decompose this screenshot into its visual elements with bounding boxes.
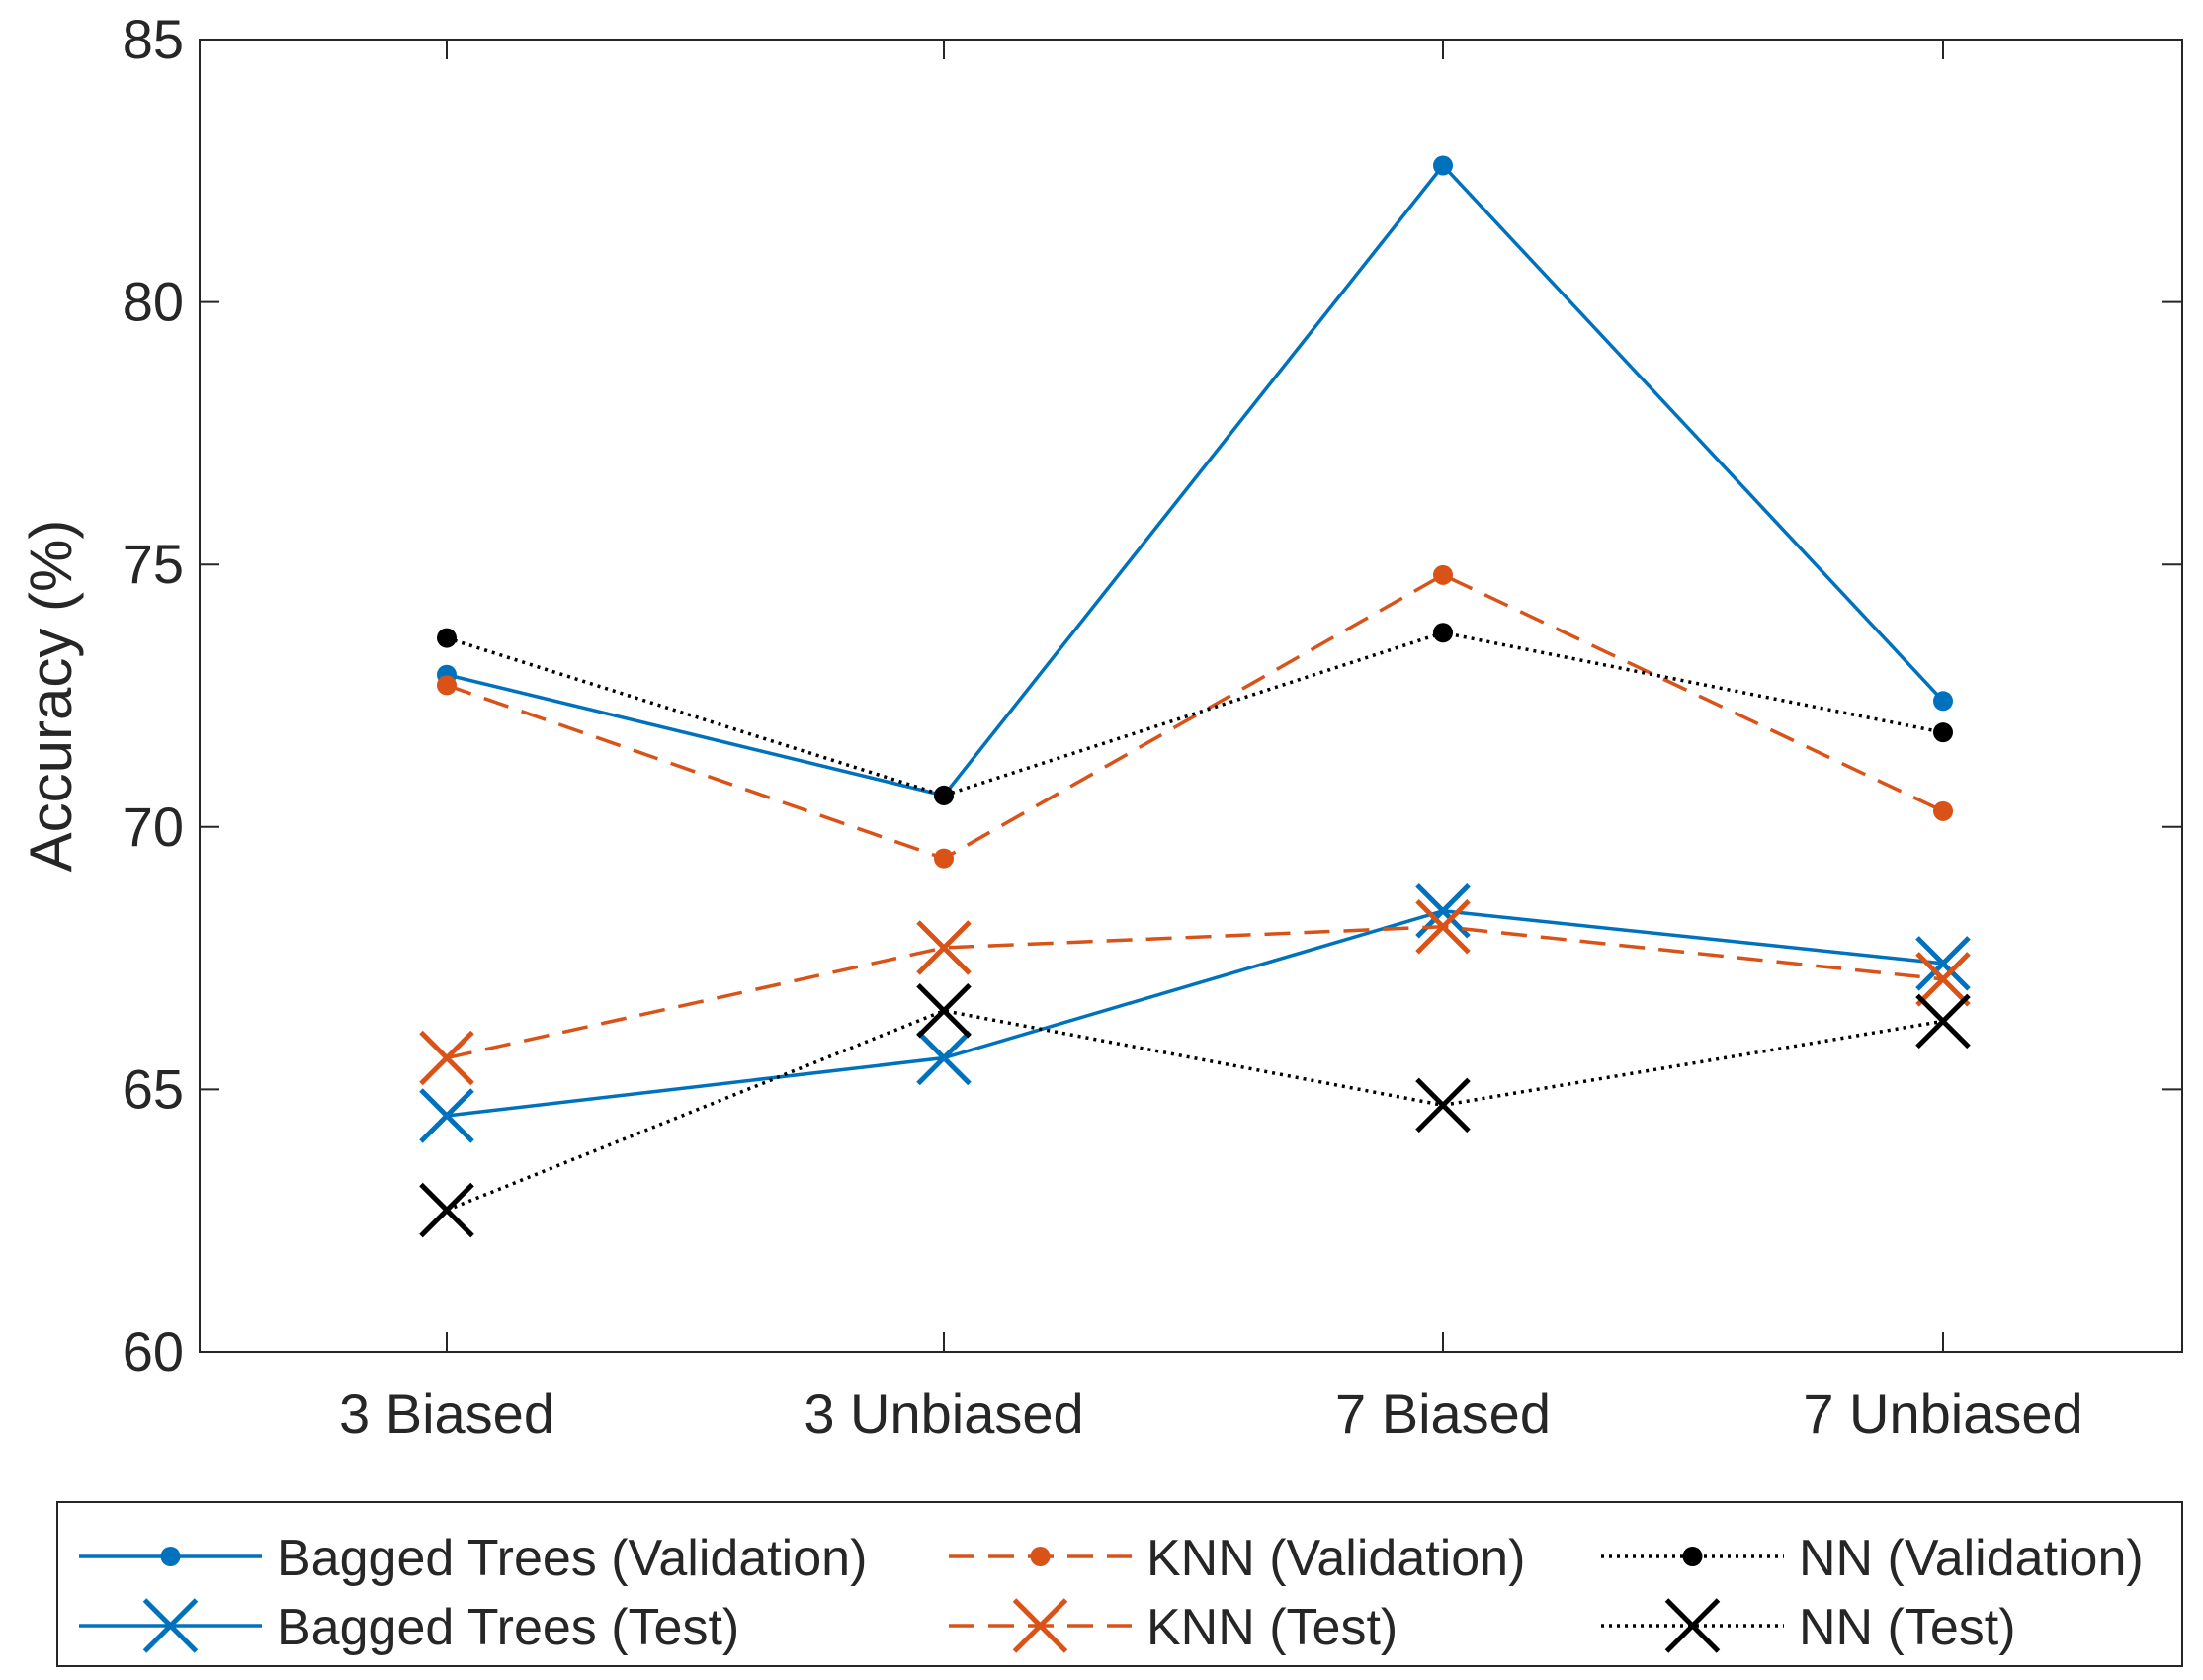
data-point-bagged-trees-test-7-unbiased <box>1915 936 1971 991</box>
data-point-knn-test-3-biased-stroke-b <box>419 1030 474 1086</box>
data-point-knn-test-7-unbiased <box>1915 952 1971 1007</box>
series-line-knn-test <box>446 924 1944 1060</box>
legend-item-bagged-trees-test: Bagged Trees (Test) <box>79 1598 739 1656</box>
data-point-bagged-trees-test-3-biased <box>419 1088 474 1143</box>
data-point-bagged-trees-test-3-biased-stroke-b <box>419 1088 474 1143</box>
x-tick-label: 7 Biased <box>1335 1383 1551 1445</box>
series-knn-validation <box>437 564 1953 869</box>
data-point-nn-test-7-unbiased <box>1915 993 1971 1050</box>
legend-label-knn-test: KNN (Test) <box>1146 1599 1398 1656</box>
legend-box <box>56 1501 2183 1667</box>
y-tick-label: 85 <box>123 8 184 70</box>
legend-item-bagged-trees-validation: Bagged Trees (Validation) <box>79 1530 867 1587</box>
series-nn-validation <box>437 623 1953 805</box>
data-point-bagged-trees-test-7-unbiased-stroke-b <box>1915 936 1971 991</box>
data-point-nn-test-3-unbiased <box>916 982 972 1039</box>
series-layer <box>419 155 1971 1238</box>
series-line-knn-validation <box>446 573 1944 861</box>
y-axis-label: Accuracy (%) <box>18 520 84 873</box>
plot-frame <box>199 39 2183 1353</box>
data-point-bagged-trees-validation-7-unbiased <box>1933 691 1953 712</box>
data-point-knn-test-3-biased <box>419 1030 474 1086</box>
data-point-knn-validation-3-unbiased <box>934 848 954 869</box>
data-point-nn-validation-7-biased <box>1433 623 1453 643</box>
x-tick-label: 3 Unbiased <box>804 1383 1083 1445</box>
legend-marker-knn-validation <box>1030 1547 1051 1566</box>
data-point-nn-test-7-unbiased-stroke-b <box>1915 993 1971 1050</box>
data-point-knn-test-3-unbiased <box>916 920 972 975</box>
data-point-knn-validation-7-unbiased <box>1933 800 1953 821</box>
legend-label-knn-validation: KNN (Validation) <box>1146 1530 1525 1587</box>
series-knn-test <box>419 898 1971 1086</box>
data-point-bagged-trees-test-3-unbiased <box>916 1030 972 1086</box>
legend-marker-bagged-trees-validation <box>160 1547 181 1566</box>
x-tick-label: 3 Biased <box>339 1383 554 1445</box>
series-nn-test <box>419 982 1971 1238</box>
data-point-bagged-trees-test-3-unbiased-stroke-b <box>916 1030 972 1086</box>
data-point-knn-test-7-biased-stroke-b <box>1415 898 1471 955</box>
data-point-nn-validation-3-unbiased <box>934 785 954 805</box>
y-tick-label: 70 <box>123 796 184 858</box>
series-line-nn-test <box>446 1008 1944 1213</box>
legend-item-nn-test: NN (Test) <box>1601 1598 2016 1656</box>
y-tick-label: 65 <box>123 1057 184 1120</box>
series-line-bagged-trees-validation <box>446 163 1945 798</box>
legend-label-bagged-trees-test: Bagged Trees (Test) <box>277 1599 739 1656</box>
x-axis-ticks: 3 Biased 3 Unbiased 7 Biased 7 Unbiased <box>339 40 2083 1445</box>
legend-item-knn-test: KNN (Test) <box>949 1598 1398 1656</box>
data-point-nn-test-3-unbiased-stroke-b <box>916 982 972 1039</box>
data-point-nn-validation-7-unbiased <box>1933 722 1953 743</box>
legend: Bagged Trees (Validation) Bagged Trees (T… <box>56 1501 2183 1667</box>
legend-marker-nn-test <box>1664 1598 1721 1653</box>
data-point-knn-test-7-biased <box>1415 898 1471 955</box>
data-point-nn-test-7-biased <box>1415 1077 1471 1134</box>
y-tick-label: 80 <box>123 271 184 333</box>
legend-marker-knn-test <box>1012 1598 1068 1653</box>
y-axis-ticks: 60 65 70 75 80 85 <box>123 8 2182 1383</box>
x-tick-label: 7 Unbiased <box>1803 1383 2082 1445</box>
y-tick-label: 60 <box>123 1320 184 1383</box>
legend-label-nn-validation: NN (Validation) <box>1799 1530 2144 1587</box>
legend-marker-bagged-trees-test <box>142 1598 199 1653</box>
legend-label-nn-test: NN (Test) <box>1799 1599 2016 1656</box>
legend-marker-knn-test-stroke-b <box>1012 1598 1068 1653</box>
legend-label-bagged-trees-validation: Bagged Trees (Validation) <box>277 1530 867 1587</box>
series-line-nn-validation <box>446 630 1944 798</box>
data-point-nn-test-3-biased-stroke-b <box>419 1182 474 1238</box>
data-point-nn-test-7-biased-stroke-b <box>1415 1077 1471 1134</box>
data-point-bagged-trees-validation-7-biased <box>1433 155 1453 176</box>
y-tick-label: 75 <box>123 533 184 595</box>
legend-item-knn-validation: KNN (Validation) <box>949 1530 1525 1587</box>
legend-marker-bagged-trees-test-stroke-b <box>142 1598 199 1653</box>
series-line-bagged-trees-test <box>446 909 1944 1118</box>
legend-marker-nn-test-stroke-b <box>1664 1598 1721 1653</box>
legend-item-nn-validation: NN (Validation) <box>1601 1530 2144 1587</box>
data-point-knn-validation-3-biased <box>437 675 457 696</box>
data-point-knn-test-7-unbiased-stroke-b <box>1915 952 1971 1007</box>
data-point-knn-test-3-unbiased-stroke-b <box>916 920 972 975</box>
data-point-knn-validation-7-biased <box>1433 564 1453 585</box>
legend-marker-nn-validation <box>1682 1547 1703 1566</box>
data-point-nn-validation-3-biased <box>437 628 457 648</box>
series-bagged-trees-test <box>419 883 1971 1143</box>
data-point-nn-test-3-biased <box>419 1182 474 1238</box>
